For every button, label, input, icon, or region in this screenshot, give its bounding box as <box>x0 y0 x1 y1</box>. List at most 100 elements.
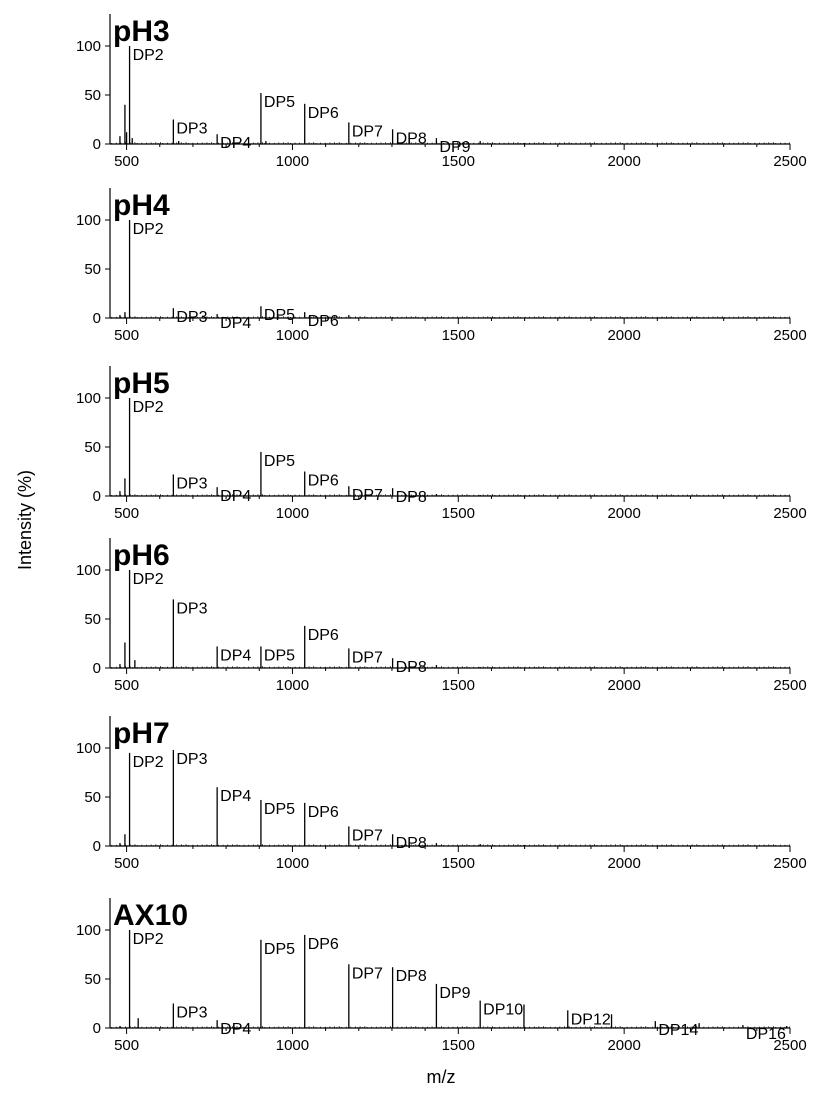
panel-title: pH6 <box>113 539 170 572</box>
y-tick-label: 100 <box>76 38 101 55</box>
peak-label: DP7 <box>352 827 383 844</box>
x-tick-label: 1500 <box>442 327 475 344</box>
peak-label: DP3 <box>176 1005 207 1022</box>
x-tick-label: 500 <box>114 153 139 170</box>
x-tick-label: 1500 <box>442 677 475 694</box>
peak-label: DP4 <box>220 1021 251 1038</box>
peak-label: DP3 <box>176 751 207 768</box>
y-tick-label: 100 <box>76 922 101 939</box>
peak-label: DP2 <box>133 571 164 588</box>
peak-label: DP5 <box>264 94 295 111</box>
x-tick-label: 1500 <box>442 1037 475 1054</box>
peak-label: DP6 <box>308 936 339 953</box>
peak-label: DP10 <box>483 1002 523 1019</box>
y-tick-label: 0 <box>93 310 101 327</box>
y-tick-label: 50 <box>84 611 101 628</box>
x-tick-label: 1000 <box>276 505 309 522</box>
baseline-noise <box>111 844 791 846</box>
y-tick-label: 50 <box>84 261 101 278</box>
y-tick-label: 100 <box>76 212 101 229</box>
baseline-noise <box>111 1026 791 1028</box>
baseline-noise <box>111 142 791 144</box>
x-tick-label: 2000 <box>607 505 640 522</box>
y-tick-label: 100 <box>76 562 101 579</box>
y-tick-label: 0 <box>93 838 101 855</box>
peak-label: DP8 <box>396 489 427 506</box>
panel-title: pH3 <box>113 15 170 48</box>
x-tick-label: 500 <box>114 1037 139 1054</box>
peak-label: DP5 <box>264 941 295 958</box>
peak-label: DP4 <box>220 647 251 664</box>
x-tick-label: 2500 <box>773 505 806 522</box>
peak-label: DP3 <box>176 121 207 138</box>
x-tick-label: 2000 <box>607 677 640 694</box>
x-tick-label: 1500 <box>442 153 475 170</box>
peak-label: DP2 <box>133 399 164 416</box>
peak-label: DP3 <box>176 309 207 326</box>
peak-label: DP8 <box>396 130 427 147</box>
y-tick-label: 50 <box>84 87 101 104</box>
panel-title: pH5 <box>113 367 170 400</box>
peak-label: DP8 <box>396 968 427 985</box>
peak-label: DP5 <box>264 453 295 470</box>
x-tick-label: 500 <box>114 327 139 344</box>
peak-label: DP5 <box>264 307 295 324</box>
peak-label: DP7 <box>352 965 383 982</box>
peak-label: DP8 <box>396 659 427 676</box>
x-tick-label: 2500 <box>773 855 806 872</box>
y-tick-label: 100 <box>76 740 101 757</box>
x-tick-label: 1000 <box>276 1037 309 1054</box>
x-tick-label: 1000 <box>276 153 309 170</box>
x-tick-label: 1500 <box>442 855 475 872</box>
peak-label: DP4 <box>220 488 251 505</box>
peak-label: DP14 <box>658 1022 698 1039</box>
panel-title: pH4 <box>113 189 170 222</box>
peak-label: DP6 <box>308 313 339 330</box>
peak-label: DP3 <box>176 475 207 492</box>
peak-label: DP7 <box>352 123 383 140</box>
y-tick-label: 0 <box>93 1020 101 1037</box>
peak-label: DP2 <box>133 754 164 771</box>
x-tick-label: 500 <box>114 855 139 872</box>
x-tick-label: 1000 <box>276 677 309 694</box>
x-tick-label: 2000 <box>607 327 640 344</box>
peak-label: DP9 <box>439 139 470 156</box>
x-tick-label: 2000 <box>607 1037 640 1054</box>
y-tick-label: 50 <box>84 439 101 456</box>
peak-label: DP9 <box>439 985 470 1002</box>
panel-title: AX10 <box>113 899 188 932</box>
y-tick-label: 0 <box>93 660 101 677</box>
x-tick-label: 2500 <box>773 327 806 344</box>
x-tick-label: 500 <box>114 505 139 522</box>
peak-label: DP2 <box>133 221 164 238</box>
peak-label: DP5 <box>264 801 295 818</box>
peak-label: DP5 <box>264 647 295 664</box>
y-axis-label: Intensity (%) <box>15 470 35 570</box>
peak-label: DP12 <box>571 1011 611 1028</box>
y-tick-label: 50 <box>84 971 101 988</box>
peak-label: DP7 <box>352 649 383 666</box>
x-tick-label: 2500 <box>773 1037 806 1054</box>
peak-label: DP7 <box>352 487 383 504</box>
y-tick-label: 0 <box>93 488 101 505</box>
x-tick-label: 2000 <box>607 153 640 170</box>
peak-label: DP6 <box>308 105 339 122</box>
x-tick-label: 1500 <box>442 505 475 522</box>
x-tick-label: 1000 <box>276 855 309 872</box>
baseline-noise <box>111 666 791 668</box>
y-tick-label: 0 <box>93 136 101 153</box>
x-tick-label: 2500 <box>773 677 806 694</box>
peak-label: DP16 <box>746 1026 786 1043</box>
peak-label: DP4 <box>220 135 251 152</box>
panel-title: pH7 <box>113 717 170 750</box>
x-tick-label: 500 <box>114 677 139 694</box>
peak-label: DP4 <box>220 788 251 805</box>
baseline-noise <box>111 494 791 496</box>
peak-label: DP2 <box>133 47 164 64</box>
